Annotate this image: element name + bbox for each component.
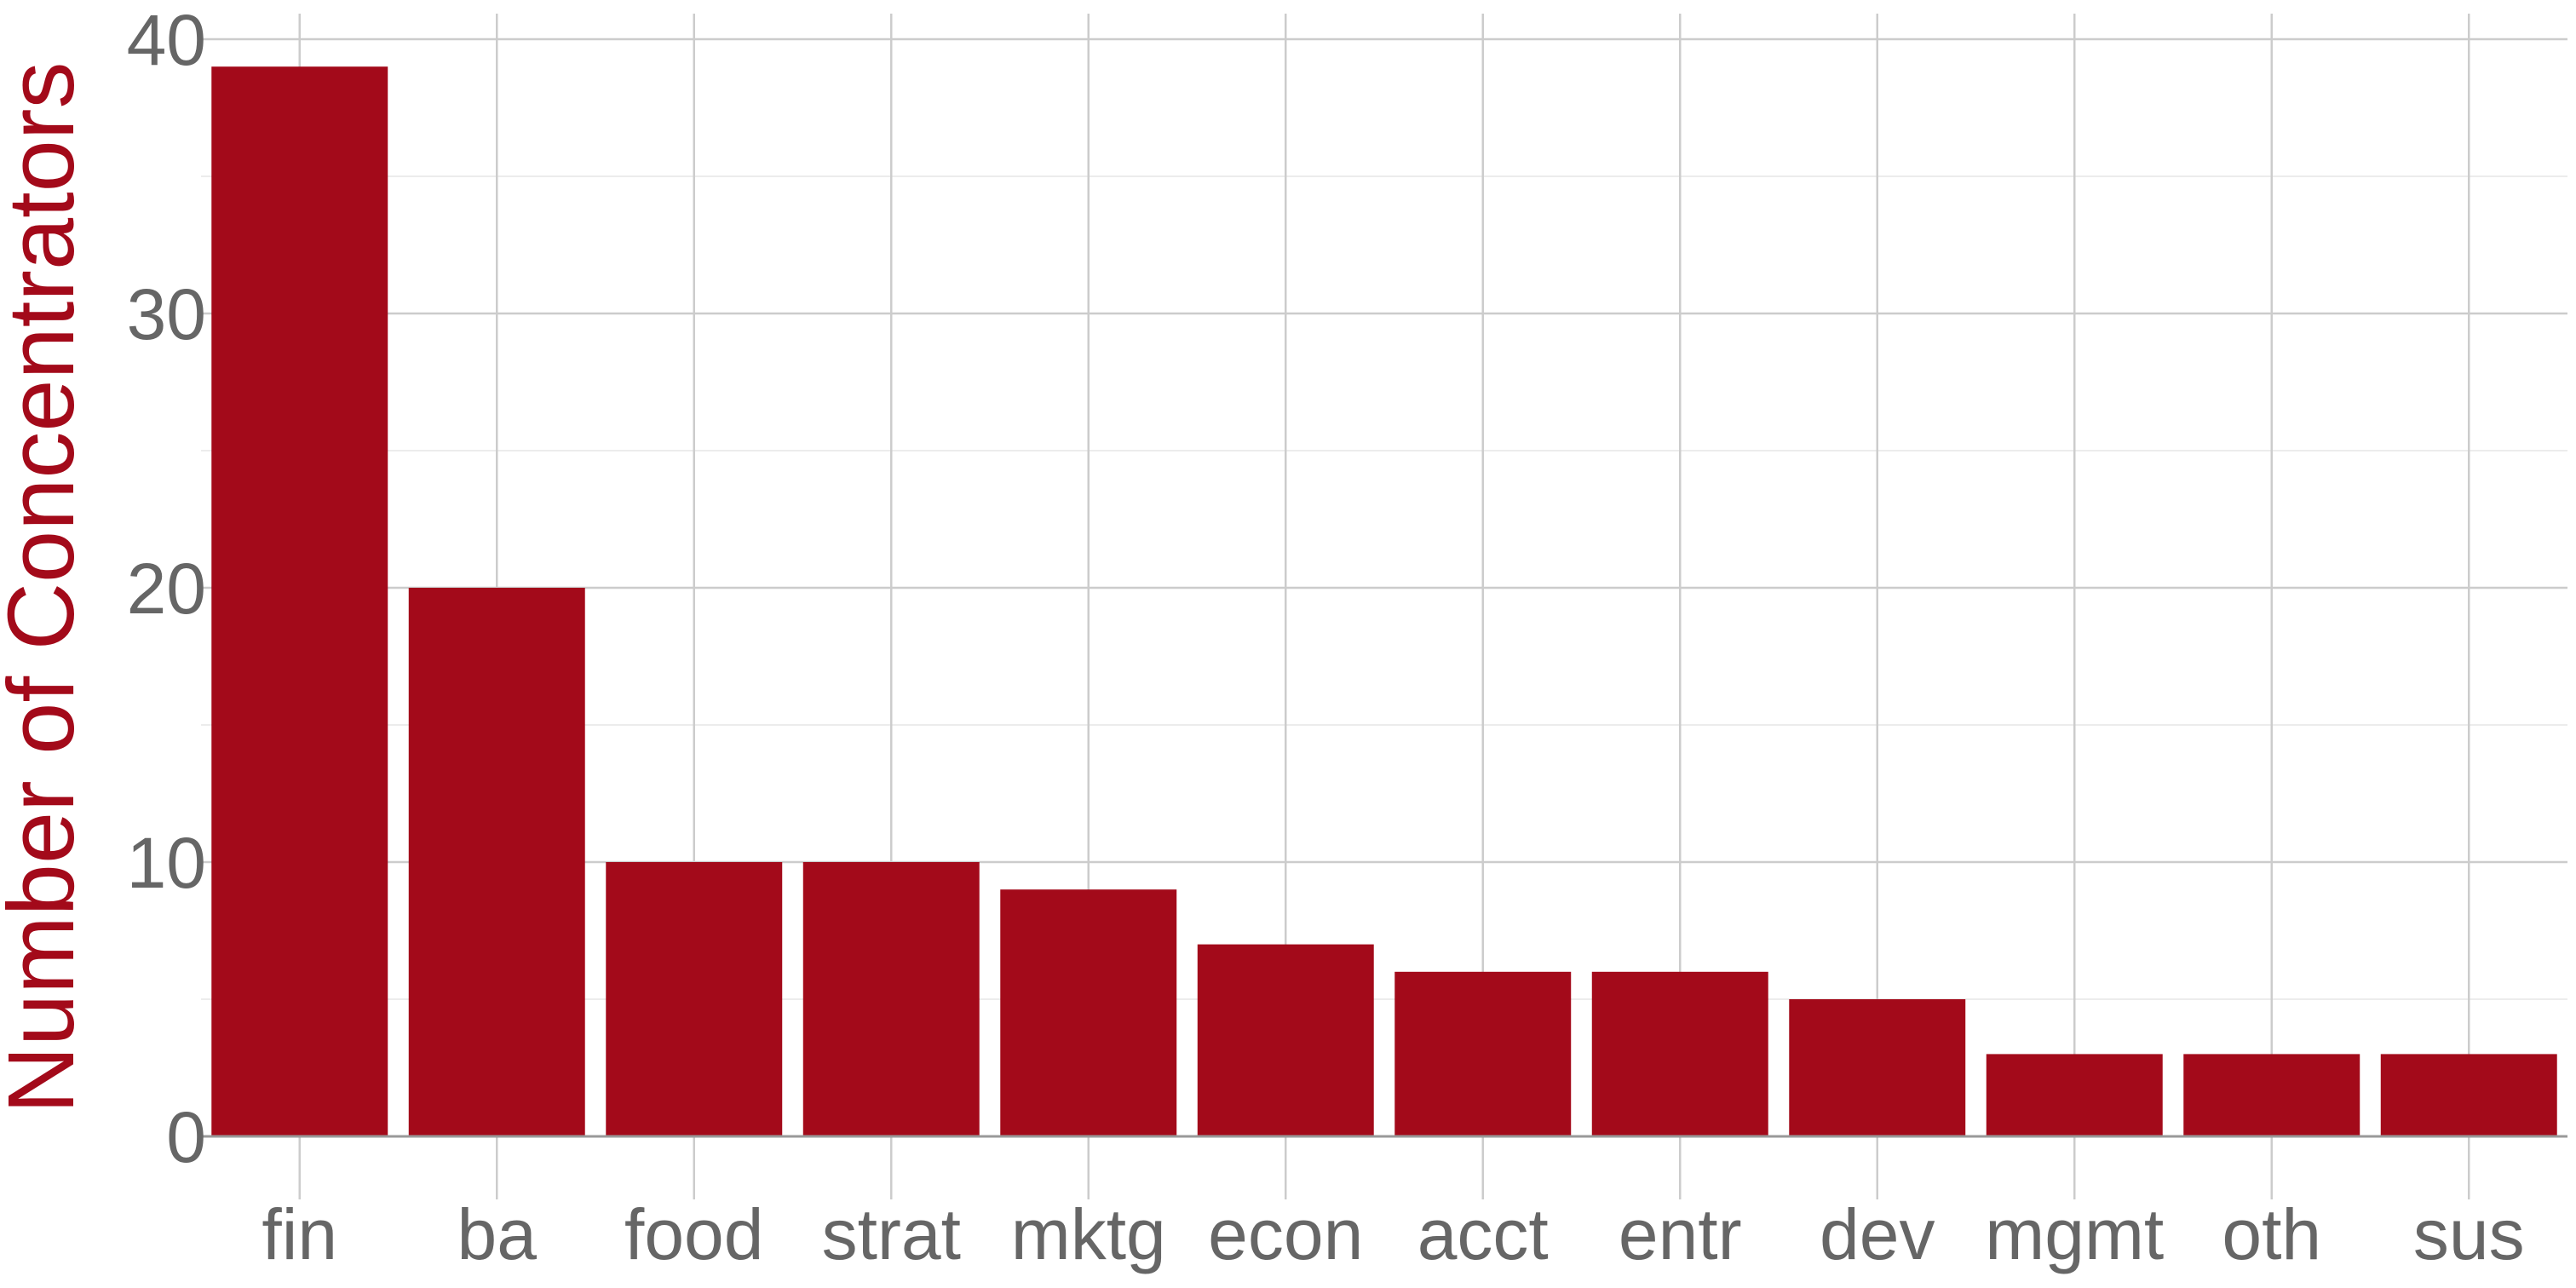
- bar-fin: [211, 66, 388, 1137]
- bar-mgmt: [1986, 1054, 2163, 1136]
- bar-entr: [1591, 971, 1768, 1136]
- x-tick-label: strat: [822, 1194, 961, 1274]
- bars: [211, 66, 2557, 1137]
- y-axis-title: Number of Concentrators: [0, 62, 94, 1114]
- bar-oth: [2183, 1054, 2360, 1136]
- y-tick-label: 0: [166, 1097, 206, 1177]
- x-tick-label: entr: [1619, 1194, 1742, 1274]
- y-tick-label: 20: [127, 549, 206, 629]
- x-tick-label: mktg: [1011, 1194, 1166, 1274]
- bar-mktg: [1000, 889, 1177, 1136]
- bar-sus: [2380, 1054, 2557, 1136]
- y-tick-label: 10: [127, 823, 206, 903]
- x-tick-label: dev: [1820, 1194, 1935, 1274]
- x-tick-label: econ: [1208, 1194, 1363, 1274]
- bar-econ: [1197, 944, 1374, 1136]
- x-tick-label: food: [624, 1194, 764, 1274]
- bar-food: [606, 862, 783, 1136]
- bar-dev: [1789, 999, 1966, 1136]
- x-tick-label: mgmt: [1985, 1194, 2164, 1274]
- x-tick-label: fin: [262, 1194, 337, 1274]
- x-tick-label: oth: [2222, 1194, 2321, 1274]
- x-tick-label: acct: [1417, 1194, 1549, 1274]
- y-tick-label: 30: [127, 274, 206, 354]
- bar-acct: [1394, 971, 1572, 1136]
- x-tick-label: sus: [2413, 1194, 2525, 1274]
- y-tick-label: 40: [127, 0, 206, 80]
- tick-labels: 0 10 20 30 40 fin ba food strat mktg econ acct entr d…: [127, 0, 2525, 1274]
- x-tick-label: ba: [457, 1194, 538, 1274]
- bar-strat: [802, 862, 980, 1136]
- bar-ba: [408, 588, 585, 1136]
